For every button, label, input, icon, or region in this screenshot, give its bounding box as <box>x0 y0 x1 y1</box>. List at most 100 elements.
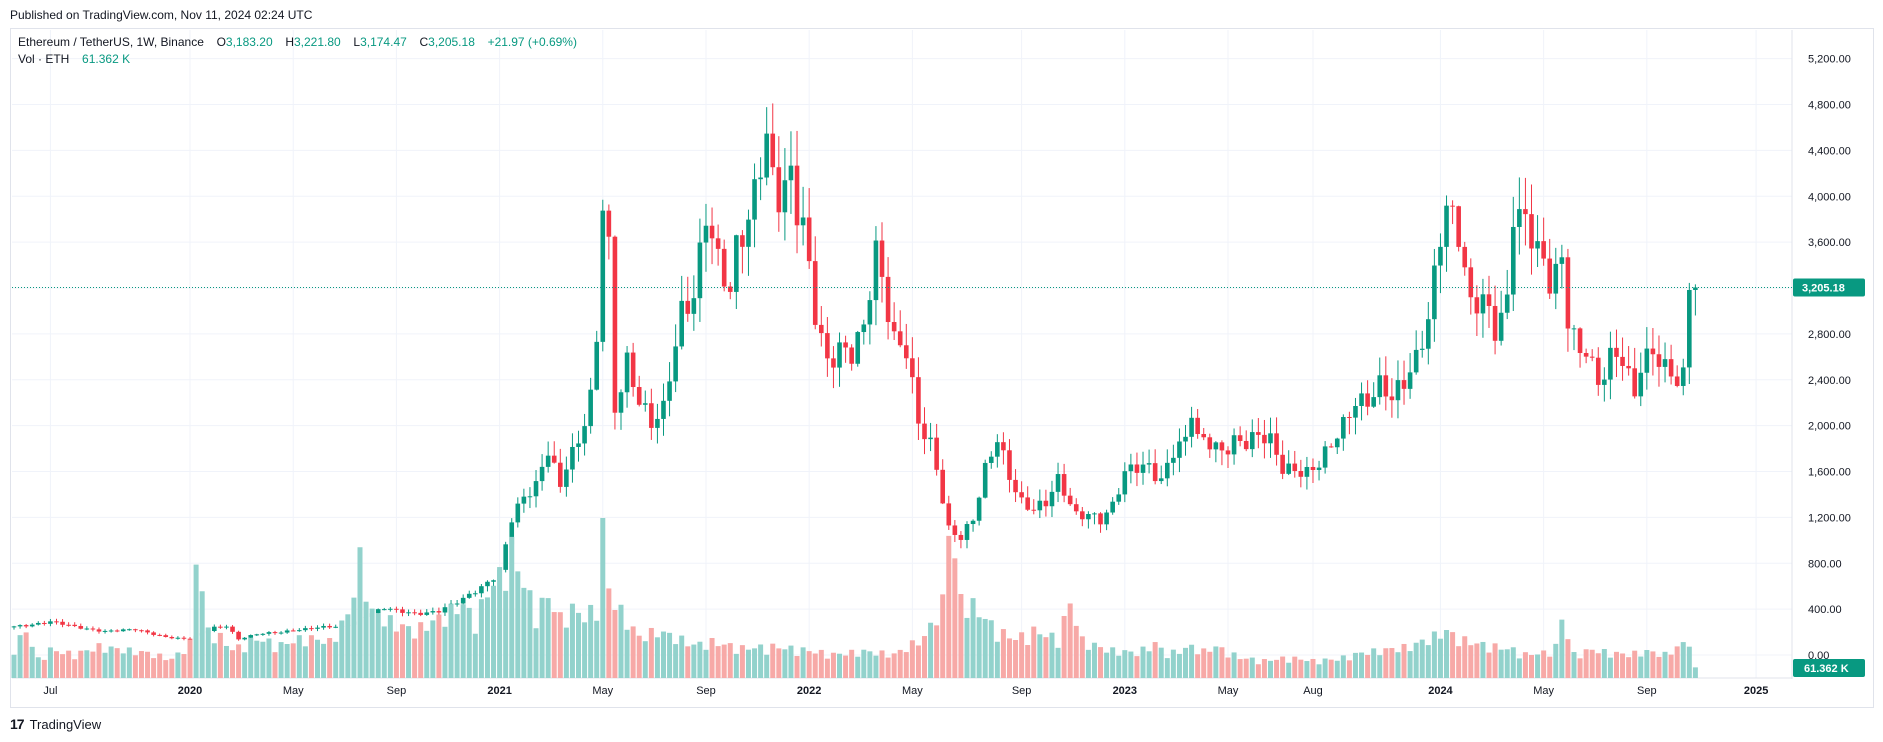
candle-body <box>1080 511 1085 520</box>
candle-body <box>582 426 587 444</box>
candle-body <box>1565 257 1571 329</box>
candle-body <box>837 342 842 368</box>
candle-body <box>290 630 296 632</box>
candle-body <box>691 298 697 314</box>
volume-bar <box>1474 643 1480 678</box>
candle-body <box>1413 349 1419 373</box>
candle-body <box>521 496 527 504</box>
candle-body <box>612 236 618 413</box>
volume-bar <box>230 650 236 678</box>
price-tick-label: 4,800.00 <box>1808 100 1851 112</box>
volume-bar <box>1164 658 1170 678</box>
candle-body <box>782 180 788 213</box>
volume-bar <box>412 638 418 678</box>
volume-bar <box>120 653 126 678</box>
volume-bar <box>1486 652 1492 678</box>
volume-bar <box>1692 667 1698 678</box>
candle-body <box>1480 294 1486 314</box>
volume-bar <box>1601 649 1607 678</box>
volume-bar <box>1213 646 1219 678</box>
volume-bar <box>29 646 35 678</box>
volume-bar <box>909 640 915 678</box>
candle-body <box>649 403 654 428</box>
volume-bar <box>879 650 885 678</box>
candle-body <box>1007 450 1012 480</box>
volume-bar <box>1334 660 1340 678</box>
candle-body <box>1128 464 1134 472</box>
volume-bar <box>60 654 66 678</box>
volume-bar <box>1013 639 1019 678</box>
volume-bar <box>1207 651 1213 678</box>
volume-bar <box>563 627 569 678</box>
volume-bar <box>922 636 927 678</box>
candle-body <box>1456 206 1461 247</box>
candle-body <box>1583 352 1589 357</box>
candle-body <box>709 225 715 239</box>
volume-bar <box>1516 658 1522 678</box>
candle-body <box>661 400 666 419</box>
price-tick-label: 4,400.00 <box>1808 145 1851 157</box>
footer-brand[interactable]: 17 TradingView <box>10 716 101 732</box>
candle-body <box>1225 450 1231 455</box>
candle-body <box>1632 368 1637 397</box>
volume-bar <box>1437 638 1443 678</box>
volume-bar <box>527 590 533 678</box>
candle-body <box>35 622 41 625</box>
volume-bar <box>114 648 120 678</box>
volume-bar <box>709 638 715 678</box>
volume-label[interactable]: Vol · ETH <box>18 52 70 66</box>
volume-bar <box>17 635 23 678</box>
candle-body <box>740 235 745 247</box>
volume-bar <box>381 626 387 678</box>
volume-bar <box>1043 637 1049 678</box>
volume-bar <box>163 660 169 678</box>
candle-body <box>218 626 223 628</box>
candle-body <box>636 387 642 405</box>
volume-bar <box>1626 657 1632 678</box>
price-tick-label: 1,600.00 <box>1808 467 1851 479</box>
candle-body <box>466 593 472 598</box>
volume-bar <box>1589 649 1595 678</box>
volume-bar <box>351 597 357 678</box>
chart-legend: Ethereum / TetherUS, 1W, Binance O3,183.… <box>18 34 577 68</box>
candle-body <box>825 333 830 359</box>
candle-body <box>1492 305 1498 341</box>
candle-body <box>42 622 47 624</box>
volume-bar <box>940 594 946 678</box>
volume-bar <box>958 594 964 678</box>
time-tick-label: 2022 <box>797 685 821 697</box>
candle-body <box>764 133 769 178</box>
volume-bar <box>594 620 600 678</box>
volume-bar <box>745 649 751 678</box>
candle-body <box>1450 205 1455 207</box>
volume-bar <box>1098 647 1104 678</box>
candle-body <box>1073 504 1079 512</box>
volume-bar <box>770 643 776 678</box>
candle-body <box>460 597 466 604</box>
volume-bar <box>624 629 630 678</box>
volume-bar <box>545 598 551 678</box>
time-tick-label: Aug <box>1303 685 1323 697</box>
candle-body <box>1541 241 1546 259</box>
volume-bar <box>1577 658 1583 678</box>
candle-body <box>163 635 169 637</box>
candle-body <box>315 627 320 629</box>
price-tick-label: 3,600.00 <box>1808 237 1851 249</box>
time-tick-label: May <box>902 685 923 697</box>
high-value: 3,221.80 <box>293 35 341 49</box>
volume-bar <box>612 609 618 678</box>
candle-body <box>145 630 150 633</box>
candle-body <box>1468 267 1474 298</box>
volume-bar <box>1650 651 1656 678</box>
volume-bar <box>1140 646 1146 678</box>
symbol-title[interactable]: Ethereum / TetherUS, 1W, Binance <box>18 35 204 49</box>
candle-body <box>600 210 606 342</box>
candle-body <box>1201 434 1207 438</box>
volume-bar <box>175 652 181 678</box>
candle-body <box>1389 396 1395 401</box>
candle-body <box>1474 297 1480 314</box>
candle-body <box>752 179 757 220</box>
volume-bar <box>1304 661 1310 678</box>
volume-bar <box>824 658 830 678</box>
